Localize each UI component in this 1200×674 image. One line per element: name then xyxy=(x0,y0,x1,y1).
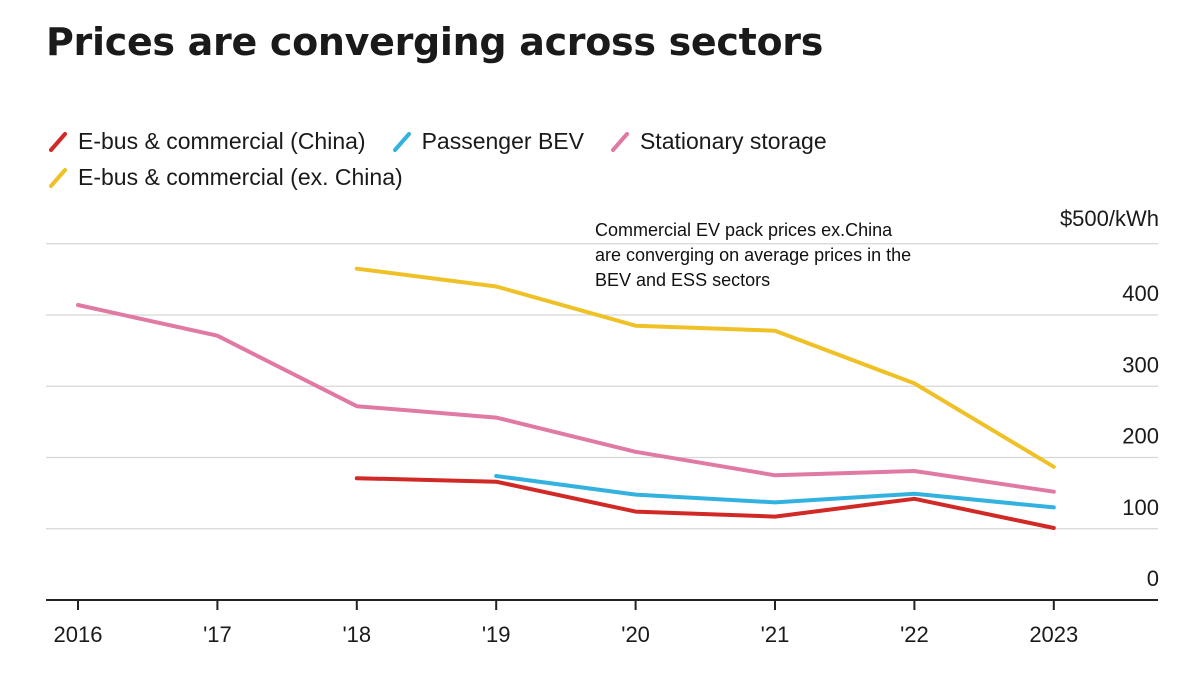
legend-label-ebus-china: E-bus & commercial (China) xyxy=(78,128,366,154)
legend-item-ebus-china: E-bus & commercial (China) xyxy=(48,128,366,155)
x-tick-label-2016: 2016 xyxy=(54,622,103,647)
x-tick-label-2023: 2023 xyxy=(1029,622,1078,647)
legend-row-2: E-bus & commercial (ex. China) xyxy=(48,164,429,191)
y-tick-label-400: 400 xyxy=(1122,281,1159,306)
legend-label-stationary-storage: Stationary storage xyxy=(639,128,827,154)
y-axis-unit-label: $500/kWh xyxy=(1060,206,1159,231)
x-axis: 2016 '17 '18 '19 '20 '21 '22 2023 xyxy=(46,599,1158,647)
series-line-stationary-storage xyxy=(76,303,1056,494)
grid-lines xyxy=(46,243,1158,530)
x-tick-label-21: '21 xyxy=(761,622,790,647)
legend-label-passenger-bev: Passenger BEV xyxy=(421,128,584,154)
legend-swatch-ebus-ex-china xyxy=(49,167,67,188)
legend-swatch-stationary-storage xyxy=(610,131,629,152)
x-tick-label-19: '19 xyxy=(482,622,511,647)
legend-item-ebus-ex-china: E-bus & commercial (ex. China) xyxy=(48,164,403,191)
y-tick-label-0: 0 xyxy=(1147,566,1159,591)
legend-item-passenger-bev: Passenger BEV xyxy=(392,128,584,155)
y-tick-label-100: 100 xyxy=(1122,495,1159,520)
legend-label-ebus-ex-china: E-bus & commercial (ex. China) xyxy=(78,164,403,190)
x-tick-label-18: '18 xyxy=(342,622,371,647)
x-tick-label-22: '22 xyxy=(900,622,929,647)
series-lines xyxy=(76,266,1056,530)
legend-item-stationary-storage: Stationary storage xyxy=(610,128,827,155)
y-axis-labels: 0 100 200 300 400 $500/kWh xyxy=(1060,206,1159,591)
legend-row-1: E-bus & commercial (China) Passenger BEV… xyxy=(48,128,853,155)
y-tick-label-300: 300 xyxy=(1122,352,1159,377)
series-line-passenger-bev xyxy=(494,474,1056,510)
chart-annotation: Commercial EV pack prices ex.China are c… xyxy=(595,218,911,293)
y-tick-label-200: 200 xyxy=(1122,424,1159,449)
legend-swatch-passenger-bev xyxy=(392,131,411,152)
series-line-e-bus-commercial-ex-china xyxy=(354,266,1056,469)
annotation-line-3: BEV and ESS sectors xyxy=(595,270,771,290)
x-tick-label-17: '17 xyxy=(203,622,232,647)
x-tick-label-20: '20 xyxy=(621,622,650,647)
series-line-e-bus-commercial-china xyxy=(354,476,1056,530)
annotation-line-2: are converging on average prices in the xyxy=(595,245,912,265)
legend-swatch-ebus-china xyxy=(49,131,67,152)
annotation-line-1: Commercial EV pack prices ex.China xyxy=(595,220,893,240)
chart-title: Prices are converging across sectors xyxy=(46,20,824,64)
